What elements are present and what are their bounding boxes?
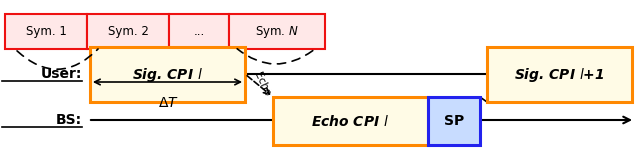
Bar bbox=[5, 14, 87, 49]
Text: $\Delta T$: $\Delta T$ bbox=[157, 96, 179, 110]
Bar bbox=[273, 97, 428, 145]
Text: Sig. CPI $l$+1: Sig. CPI $l$+1 bbox=[514, 65, 605, 84]
Bar bbox=[87, 14, 169, 49]
Text: Sym. $N$: Sym. $N$ bbox=[255, 24, 299, 40]
Text: Sym. 1: Sym. 1 bbox=[26, 25, 67, 38]
Text: Echo: Echo bbox=[252, 70, 272, 97]
Bar bbox=[428, 97, 480, 145]
Bar bbox=[487, 47, 632, 102]
Text: BS:: BS: bbox=[56, 113, 82, 127]
Text: Sig. CPI $l$: Sig. CPI $l$ bbox=[132, 65, 203, 84]
Bar bbox=[169, 14, 229, 49]
Bar bbox=[229, 14, 325, 49]
Text: ...: ... bbox=[193, 25, 205, 38]
Text: User:: User: bbox=[40, 67, 82, 81]
Text: SP: SP bbox=[444, 114, 464, 128]
Bar bbox=[90, 47, 245, 102]
Text: Sym. 2: Sym. 2 bbox=[108, 25, 148, 38]
Text: Echo CPI $l$: Echo CPI $l$ bbox=[312, 114, 390, 128]
